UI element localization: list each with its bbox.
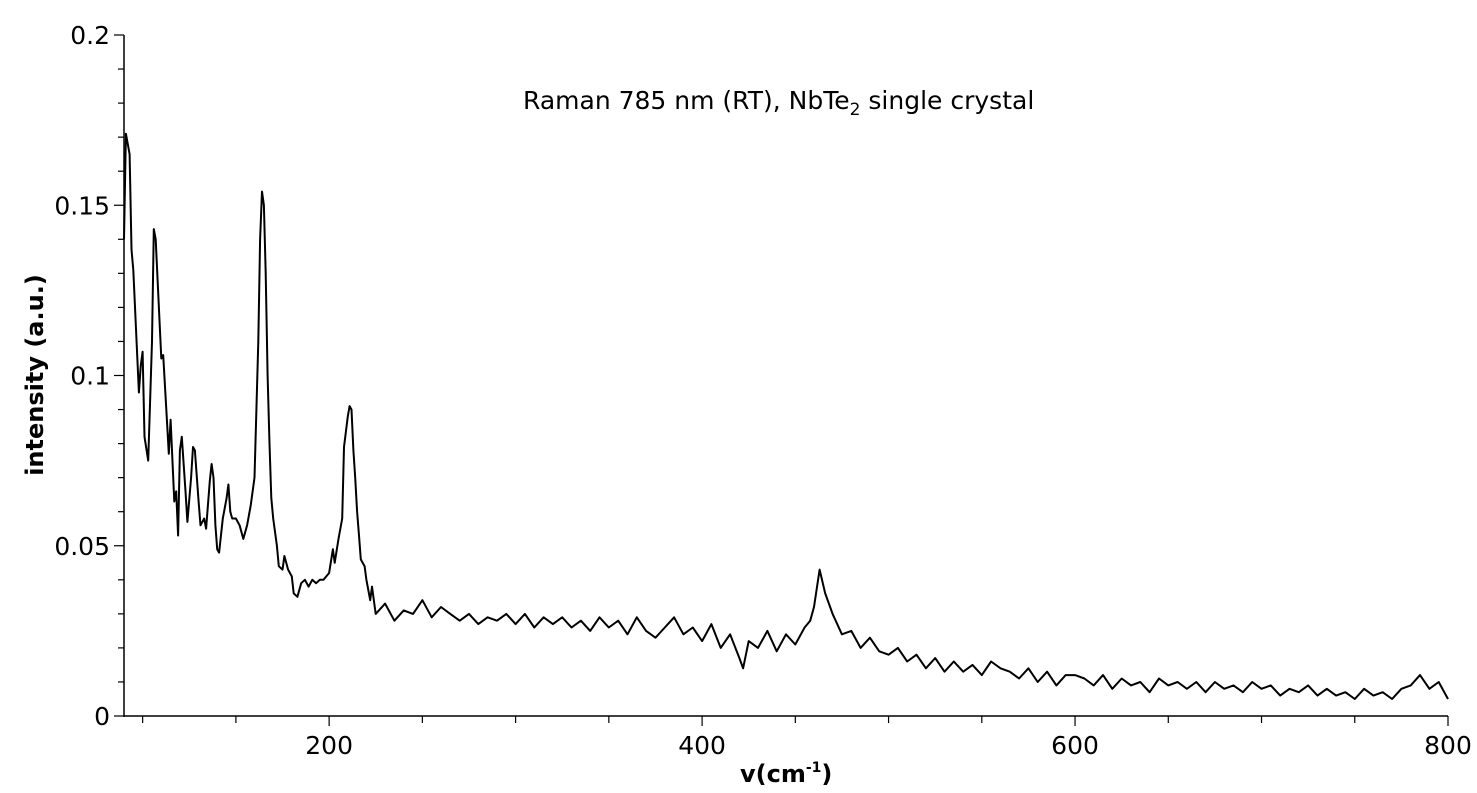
- axes: 200 400 600 800 0 0.05 0.1 0.15 0.2: [54, 21, 1472, 760]
- y-tick-label: 0.2: [70, 21, 110, 50]
- x-axis-title-suffix: ): [821, 760, 832, 788]
- y-axis-title: intensity (a.u.): [21, 274, 49, 476]
- y-tick-label: 0: [94, 702, 110, 731]
- x-axis-title: v(cm-1): [740, 760, 832, 788]
- series-line-spectrum: [123, 132, 1449, 700]
- x-tick-label: 800: [1424, 731, 1472, 760]
- x-tick-label: 400: [678, 731, 726, 760]
- chart-title: Raman 785 nm (RT), NbTe2 single crystal: [523, 86, 1034, 120]
- y-tick-label: 0.05: [54, 532, 110, 561]
- chart-title-suffix: single crystal: [860, 86, 1034, 115]
- y-tick-label: 0.15: [54, 191, 110, 220]
- x-tick-label: 600: [1051, 731, 1099, 760]
- x-axis-title-main: v(cm: [740, 760, 806, 788]
- chart-title-subscript: 2: [850, 100, 861, 120]
- x-tick-label: 200: [305, 731, 353, 760]
- y-tick-label: 0.1: [70, 362, 110, 391]
- chart-title-main: Raman 785 nm (RT), NbTe: [523, 86, 850, 115]
- x-axis-title-superscript: -1: [806, 760, 822, 776]
